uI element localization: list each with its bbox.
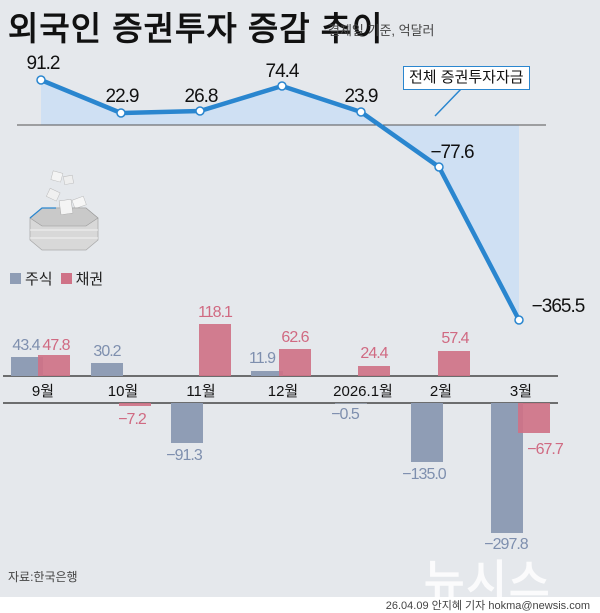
newsis-logo: 뉴시스 <box>424 557 552 606</box>
bond-swatch <box>60 273 72 284</box>
month-label: 12월 <box>267 383 299 400</box>
credit-footer: 26.04.09 안지혜 기자 hokma@newsis.com <box>385 600 590 612</box>
legend-stock-label: 주식 <box>25 271 53 288</box>
chart-canvas: 외국인 증권투자 증감 추이 결제일 기준, 억달러 <box>0 0 600 597</box>
legend: 주식 채권 <box>10 268 103 289</box>
legend-bond-label: 채권 <box>75 271 104 288</box>
bond-value-label: 57.4 <box>441 330 469 347</box>
line-value-label: 23.9 <box>344 86 379 107</box>
bond-value-label: −67.7 <box>527 441 563 458</box>
stock-bars <box>11 357 523 533</box>
line-markers <box>36 75 524 325</box>
month-label: 9월 <box>31 383 55 400</box>
stock-value-label: −135.0 <box>402 466 446 483</box>
chart-graphics <box>3 75 558 533</box>
stock-value-label: 43.4 <box>12 337 40 354</box>
bond-value-label: −7.2 <box>118 411 147 428</box>
bond-value-label: 24.4 <box>360 345 388 362</box>
stock-value-label: 11.9 <box>249 350 276 367</box>
stock-value-label: 30.2 <box>93 343 121 360</box>
callout-pointer <box>434 87 463 117</box>
month-label: 3월 <box>509 383 533 400</box>
line-value-label: 26.8 <box>184 86 219 107</box>
month-label: 2월 <box>429 383 453 400</box>
line-area-fill <box>41 80 519 320</box>
chart-title: 외국인 증권투자 증감 추이 <box>8 10 384 47</box>
chart-subtitle: 결제일 기준, 억달러 <box>328 23 435 38</box>
money-box-icon <box>29 170 99 251</box>
month-label: 10월 <box>107 383 139 400</box>
series-callout: 전체 증권투자자금 <box>403 66 530 90</box>
month-label: 2026.1월 <box>333 383 393 400</box>
bond-value-label: 118.1 <box>198 304 233 321</box>
line-value-label: 22.9 <box>105 86 140 107</box>
line-value-label: −77.6 <box>430 142 474 163</box>
stock-value-label: −297.8 <box>484 536 528 553</box>
stock-value-label: −0.5 <box>331 406 360 423</box>
stock-value-label: −91.3 <box>166 447 202 464</box>
line-value-label: 74.4 <box>265 61 300 82</box>
bond-bars <box>38 324 550 433</box>
line-value-label: 91.2 <box>26 53 61 74</box>
month-label: 11월 <box>186 383 216 400</box>
stock-swatch <box>10 273 21 284</box>
bond-value-label: 47.8 <box>42 337 70 354</box>
line-value-label: −365.5 <box>531 296 586 317</box>
bond-value-label: 62.6 <box>281 329 309 346</box>
source-note: 자료:한국은행 <box>8 570 78 584</box>
